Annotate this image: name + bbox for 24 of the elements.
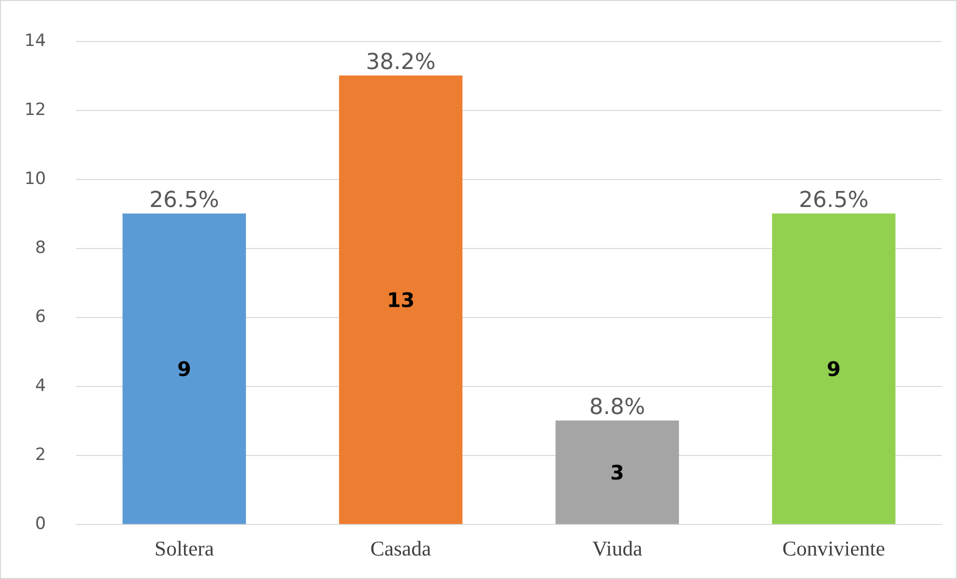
y-tick-label: 2: [35, 445, 46, 465]
x-tick-label: Viuda: [592, 536, 643, 560]
annotation: 8.8%: [589, 395, 646, 420]
bar: [122, 214, 246, 524]
x-tick-label: Soltera: [154, 536, 215, 560]
y-tick-label: 14: [24, 31, 46, 51]
bar: [556, 420, 679, 524]
y-tick-label: 10: [24, 169, 46, 189]
y-tick-label: 0: [35, 514, 46, 534]
data-label: 9: [177, 356, 192, 381]
x-tick-label: Casada: [370, 536, 432, 560]
data-label: 9: [826, 356, 841, 381]
annotation: 26.5%: [798, 188, 869, 213]
y-tick-label: 6: [35, 307, 46, 327]
bar: [339, 76, 462, 524]
bar: [772, 214, 896, 524]
data-label: 3: [610, 460, 624, 484]
x-tick-label: Conviviente: [782, 536, 886, 560]
y-tick-label: 4: [35, 376, 46, 396]
annotation: 26.5%: [149, 188, 220, 213]
y-tick-label: 8: [35, 238, 46, 258]
annotation: 38.2%: [366, 50, 436, 75]
data-label: 13: [386, 288, 415, 312]
y-tick-label: 12: [24, 100, 46, 120]
